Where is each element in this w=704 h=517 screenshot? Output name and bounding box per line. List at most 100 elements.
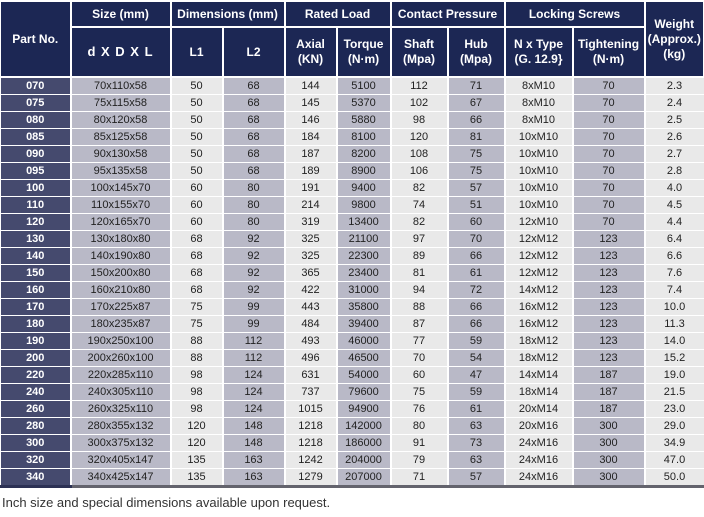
cell-shaft-pressure: 89 [390,247,449,265]
cell-torque: 8900 [336,162,392,180]
col-group-contact-pressure: Contact Pressure [389,1,506,28]
cell-shaft-pressure: 70 [390,349,449,367]
col-header-size-formula: d X D X L [70,26,172,78]
cell-screws-tightening: 70 [572,179,646,197]
cell-size: 80x120x58 [70,111,172,129]
cell-size: 95x135x58 [70,162,172,180]
cell-l1: 75 [170,298,224,316]
table-row: 070 70x110x58 50 68 144 5100 112 71 8xM10 70 2.3 [0,77,704,95]
cell-hub-pressure: 57 [447,179,506,197]
cell-shaft-pressure: 75 [390,383,449,401]
cell-shaft-pressure: 77 [390,332,449,350]
cell-weight: 4.5 [644,196,704,214]
cell-screws-type: 10xM10 [504,179,574,197]
cell-shaft-pressure: 94 [390,281,449,299]
cell-screws-tightening: 123 [572,332,646,350]
table-row: 340 340x425x147 135 163 1279 207000 71 57 24xM16… [0,468,704,488]
cell-screws-type: 20xM14 [504,400,574,418]
cell-screws-type: 16xM12 [504,315,574,333]
cell-part-no: 190 [0,332,72,350]
table-row: 085 85x125x58 50 68 184 8100 120 81 10xM10 70 2.6 [0,128,704,146]
cell-screws-tightening: 70 [572,128,646,146]
hub-label-line1: Hub [464,37,488,51]
cell-size: 170x225x87 [70,298,172,316]
cell-l1: 50 [170,145,224,163]
cell-torque: 204000 [336,451,392,469]
cell-screws-type: 18xM12 [504,349,574,367]
cell-shaft-pressure: 108 [390,145,449,163]
cell-screws-type: 10xM10 [504,162,574,180]
cell-size: 200x260x100 [70,349,172,367]
col-header-screw-type: N x Type (G. 12.9} [503,26,574,78]
cell-torque: 207000 [336,468,392,488]
cell-shaft-pressure: 87 [390,315,449,333]
cell-screws-tightening: 70 [572,196,646,214]
cell-axial-load: 737 [284,383,338,401]
table-row: 100 100x145x70 60 80 191 9400 82 57 10xM10 70 4.0 [0,179,704,197]
axial-label-line1: Axial [296,37,325,51]
cell-size: 140x190x80 [70,247,172,265]
cell-hub-pressure: 61 [447,400,506,418]
cell-l2: 80 [222,196,286,214]
cell-screws-tightening: 123 [572,247,646,265]
cell-screws-type: 20xM16 [504,417,574,435]
cell-l1: 50 [170,128,224,146]
cell-l2: 92 [222,230,286,248]
cell-shaft-pressure: 82 [390,213,449,231]
cell-part-no: 095 [0,162,72,180]
cell-axial-load: 325 [284,230,338,248]
table-body: 070 70x110x58 50 68 144 5100 112 71 8xM10 70 2.3 07… [0,77,704,488]
cell-part-no: 150 [0,264,72,282]
cell-screws-type: 14xM12 [504,281,574,299]
cell-hub-pressure: 66 [447,247,506,265]
table-row: 200 200x260x100 88 112 496 46500 70 54 18xM12 123… [0,349,704,367]
cell-torque: 13400 [336,213,392,231]
cell-weight: 2.3 [644,77,704,95]
cell-axial-load: 214 [284,196,338,214]
table-row: 320 320x405x147 135 163 1242 204000 79 63 24xM16… [0,451,704,469]
cell-hub-pressure: 54 [447,349,506,367]
cell-weight: 11.3 [644,315,704,333]
cell-l1: 75 [170,315,224,333]
cell-part-no: 300 [0,434,72,452]
cell-screws-type: 10xM10 [504,128,574,146]
cell-part-no: 075 [0,94,72,112]
cell-hub-pressure: 63 [447,417,506,435]
cell-torque: 8200 [336,145,392,163]
cell-part-no: 260 [0,400,72,418]
cell-l1: 68 [170,264,224,282]
cell-hub-pressure: 59 [447,383,506,401]
cell-l2: 112 [222,332,286,350]
cell-torque: 39400 [336,315,392,333]
col-header-weight: Weight (Approx.) (kg) [643,1,704,78]
cell-part-no: 080 [0,111,72,129]
cell-l2: 99 [222,298,286,316]
spec-table: Part No. Size (mm) Dimensions (mm) Rated… [0,1,704,488]
cell-size: 75x115x58 [70,94,172,112]
cell-screws-tightening: 70 [572,162,646,180]
cell-screws-tightening: 123 [572,230,646,248]
cell-hub-pressure: 71 [447,77,506,95]
cell-l1: 88 [170,349,224,367]
cell-l2: 80 [222,213,286,231]
cell-l1: 50 [170,94,224,112]
cell-weight: 4.0 [644,179,704,197]
cell-l2: 99 [222,315,286,333]
cell-part-no: 070 [0,77,72,95]
cell-weight: 19.0 [644,366,704,384]
cell-weight: 47.0 [644,451,704,469]
cell-axial-load: 319 [284,213,338,231]
col-group-dimensions: Dimensions (mm) [169,1,286,28]
cell-torque: 5880 [336,111,392,129]
cell-hub-pressure: 59 [447,332,506,350]
cell-axial-load: 146 [284,111,338,129]
cell-torque: 9400 [336,179,392,197]
cell-hub-pressure: 75 [447,145,506,163]
cell-l2: 68 [222,94,286,112]
cell-part-no: 200 [0,349,72,367]
cell-screws-tightening: 123 [572,349,646,367]
cell-l1: 60 [170,179,224,197]
table-row: 120 120x165x70 60 80 319 13400 82 60 12xM10 70 4.4 [0,213,704,231]
cell-shaft-pressure: 88 [390,298,449,316]
shaft-label-line1: Shaft [404,37,434,51]
